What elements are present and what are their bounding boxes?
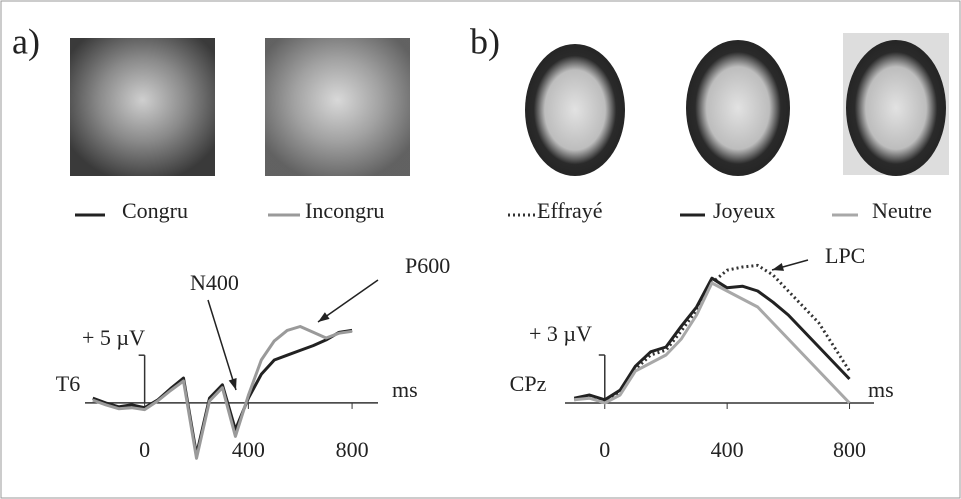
face-photo [70, 38, 215, 176]
x-tick-label: 0 [139, 437, 150, 462]
y-tick-label: + 5 µV [82, 325, 145, 350]
erp-line [573, 276, 851, 402]
legend-label: Joyeux [713, 198, 775, 223]
annotation-arrow [207, 299, 237, 391]
channel-label: CPz [510, 371, 547, 396]
annotation-arrow [317, 279, 379, 323]
x-tick-label: 800 [336, 437, 369, 462]
panel-label: a) [12, 21, 40, 61]
legend-label: Neutre [872, 198, 932, 223]
erp-line [574, 281, 851, 405]
x-axis-label: ms [392, 377, 418, 402]
x-tick-label: 0 [599, 437, 610, 462]
legend-label: Congru [122, 198, 188, 223]
face-photo [846, 40, 946, 176]
face-photo [265, 38, 410, 176]
arrow-head [228, 378, 237, 390]
x-axis-label: ms [868, 377, 894, 402]
face-photo [525, 44, 625, 176]
legend-label: Incongru [305, 198, 384, 223]
arrow-head [318, 312, 330, 322]
x-tick-label: 800 [833, 437, 866, 462]
legend-label: Effrayé [537, 198, 603, 223]
erp-line [92, 328, 353, 456]
annotation: LPC [825, 243, 865, 268]
arrow-head [772, 263, 784, 271]
annotation: N400 [190, 270, 239, 295]
x-tick-label: 400 [232, 437, 265, 462]
erp-line [92, 325, 353, 460]
annotation: P600 [405, 253, 450, 278]
y-tick-label: + 3 µV [529, 321, 592, 346]
face-photo [686, 40, 790, 176]
x-tick-label: 400 [711, 437, 744, 462]
channel-label: T6 [56, 371, 80, 396]
panel-label: b) [470, 21, 500, 61]
